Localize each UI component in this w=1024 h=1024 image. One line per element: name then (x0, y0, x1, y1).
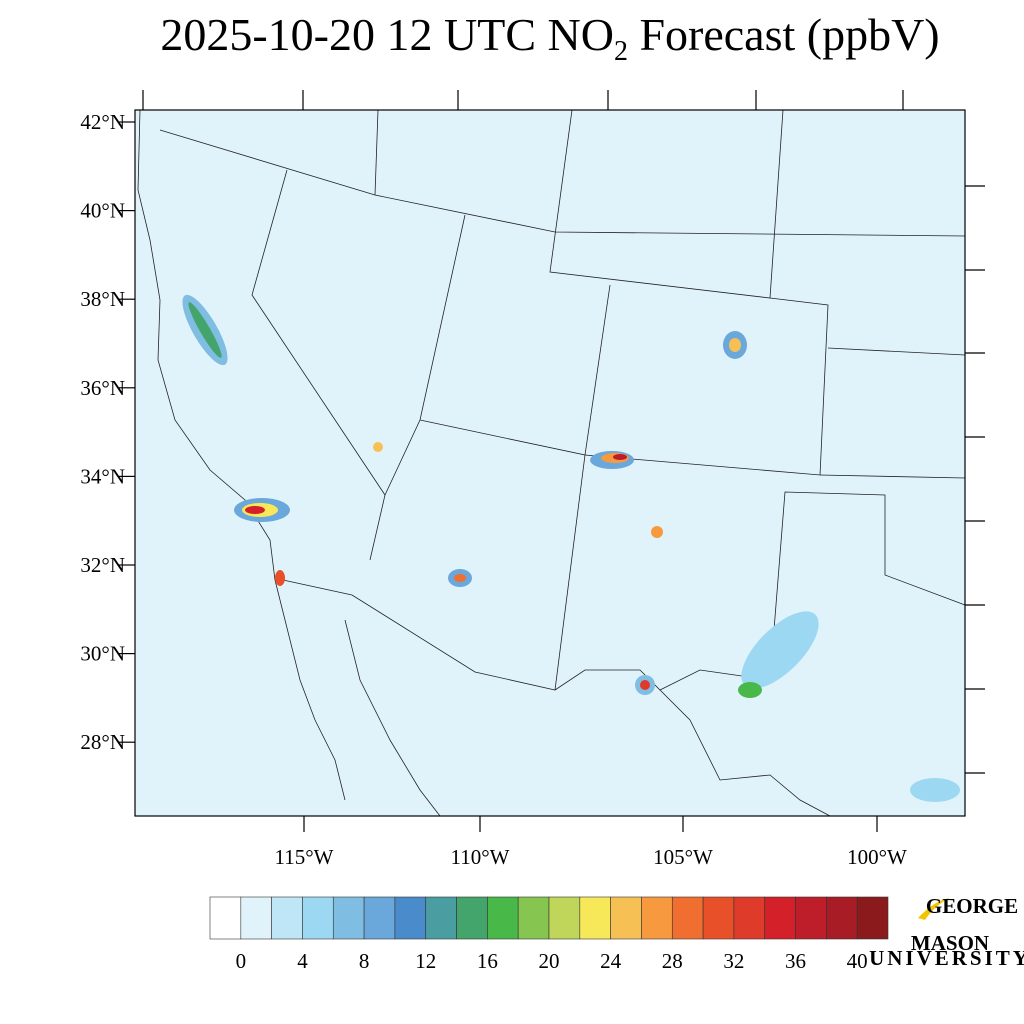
colorbar-box (302, 896, 334, 940)
lon-label: 110°W (451, 845, 510, 869)
title-text: Forecast (ppbV) (627, 9, 940, 60)
colorbar-box (425, 896, 457, 940)
state-line (827, 347, 966, 356)
colorbar-label: 8 (359, 949, 370, 973)
colorbar-label: 28 (662, 949, 683, 973)
colorbar-box (332, 896, 365, 940)
colorbar-box (826, 896, 858, 940)
colorbar-label: 16 (477, 949, 498, 973)
lat-label: 42°N (80, 110, 125, 134)
colorbar-box (764, 896, 796, 940)
boundaries (137, 109, 966, 817)
colorbar-box (856, 896, 889, 940)
colorbar-box (394, 896, 427, 940)
colorbar-label: 4 (297, 949, 308, 973)
map-frame (134, 109, 966, 817)
colorbar-label: 32 (723, 949, 744, 973)
lat-label: 36°N (80, 376, 125, 400)
lon-label: 100°W (847, 845, 907, 869)
lat-label: 30°N (80, 642, 125, 666)
lon-label: 105°W (653, 845, 713, 869)
state-line (251, 169, 386, 561)
lat-label: 28°N (80, 730, 125, 754)
colorbar-label: 12 (415, 949, 436, 973)
logo-bottom: UNIVERSITY (869, 946, 1024, 970)
logo-main: MASON (911, 931, 989, 955)
colorbar-label: 24 (600, 949, 622, 973)
title: 2025-10-20 12 UTC NO2 Forecast (ppbV) (0, 8, 1024, 68)
colorbar-box (641, 896, 673, 940)
state-line (554, 491, 966, 691)
colorbar-label: 0 (236, 949, 247, 973)
lon-label: 115°W (275, 845, 334, 869)
colorbar-box (487, 896, 519, 940)
lat-label: 38°N (80, 287, 125, 311)
coastline (344, 619, 441, 817)
ticks (119, 90, 985, 832)
no2-plumes (182, 294, 960, 802)
coastline (137, 109, 346, 801)
state-line (282, 419, 586, 691)
colorbar-box (517, 896, 550, 940)
colorbar-box (240, 896, 272, 940)
title-subscript: 2 (613, 36, 628, 68)
colorbar-box (702, 896, 735, 940)
lat-label: 32°N (80, 553, 125, 577)
colorbar-box (579, 896, 611, 940)
state-line (549, 109, 784, 299)
title-text: 2025-10-20 12 UTC NO (160, 9, 614, 60)
colorbar-box (363, 896, 396, 940)
map-background (135, 110, 965, 816)
state-line (159, 129, 966, 237)
colorbar-label: 36 (785, 949, 806, 973)
logo: GEORGE MASON UNIVERSITY (869, 894, 1024, 970)
colorbar-box (610, 896, 642, 940)
colorbar-box (548, 896, 581, 940)
state-line (819, 474, 966, 479)
colorbar-box (795, 896, 827, 940)
border (659, 689, 831, 817)
colorbar-box (209, 896, 242, 940)
colorbar: 0 4 8 12 16 20 24 28 32 36 40 (209, 896, 889, 973)
colorbar-label: 40 (847, 949, 868, 973)
colorbar-box (671, 896, 704, 940)
colorbar-box (733, 896, 766, 940)
colorbar-label: 20 (539, 949, 560, 973)
logo-top: GEORGE (926, 894, 1018, 918)
lat-label: 40°N (80, 199, 125, 223)
colorbar-box (456, 896, 488, 940)
lat-label: 34°N (80, 464, 125, 488)
state-line (374, 109, 379, 196)
colorbar-box (271, 896, 303, 940)
